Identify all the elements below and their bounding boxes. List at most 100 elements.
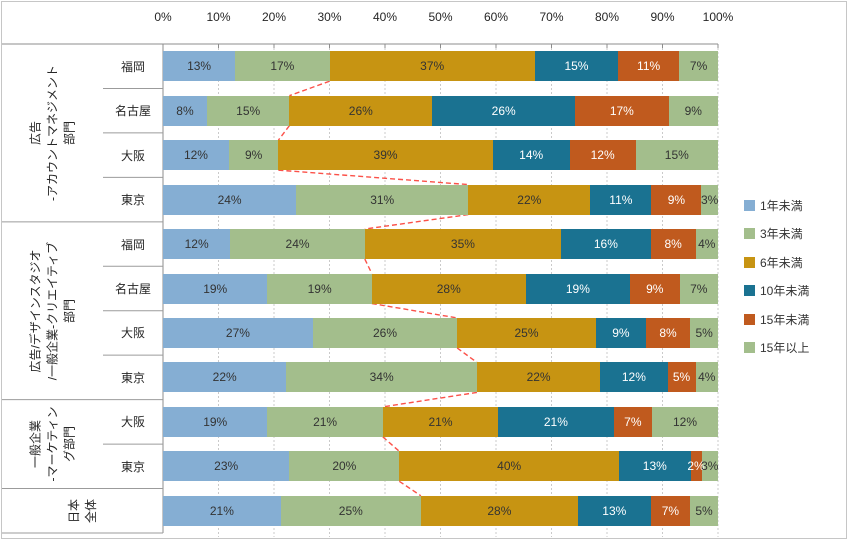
bar-segment: 12% bbox=[163, 140, 229, 171]
chart-outer-border bbox=[1, 1, 847, 539]
bar-segment: 11% bbox=[590, 184, 652, 215]
bar-segment: 9% bbox=[228, 140, 279, 171]
legend-item-label: 1年未満 bbox=[760, 199, 803, 213]
bar-segment: 5% bbox=[690, 317, 718, 348]
segment-value-label: 19% bbox=[307, 281, 332, 296]
legend-item: 15年未満 bbox=[744, 311, 809, 328]
bar-segment: 21% bbox=[498, 406, 614, 437]
bar-segment: 40% bbox=[399, 451, 620, 482]
city-label: 大阪 bbox=[120, 415, 145, 430]
segment-value-label: 4% bbox=[698, 370, 716, 385]
segment-value-label: 2% bbox=[687, 459, 705, 474]
connector-line bbox=[364, 213, 469, 230]
bar-row: 13% 17% 37% 15% 11% 7% bbox=[163, 51, 718, 82]
legend-item-label: 15年以上 bbox=[760, 341, 810, 355]
bar-segment: 12% bbox=[600, 362, 668, 393]
segment-value-label: 23% bbox=[214, 459, 239, 474]
bar-row: 8% 15% 26% 26% 17% 9% bbox=[163, 95, 718, 126]
legend-swatch bbox=[744, 228, 755, 240]
bar-row: 12% 24% 35% 16% 8% 4% bbox=[163, 229, 718, 260]
bar-row: 21% 25% 28% 13% 7% 5% bbox=[163, 495, 719, 526]
bar-segment: 7% bbox=[613, 406, 653, 437]
group-label-cell: 広告 -アカウントマネジメント 部門 bbox=[2, 44, 103, 222]
city-label: 大阪 bbox=[120, 326, 145, 341]
segment-value-label: 21% bbox=[428, 414, 453, 429]
city-label: 大阪 bbox=[120, 148, 145, 163]
bar-segment: 19% bbox=[525, 273, 631, 304]
bar-segment: 22% bbox=[468, 184, 591, 215]
bar-segment: 8% bbox=[650, 229, 696, 260]
group-label: 広告/デザインスタジオ /一般企業-クリエイティブ 部門 bbox=[28, 241, 76, 380]
bar-segment: 31% bbox=[296, 184, 469, 215]
segment-value-label: 24% bbox=[285, 237, 310, 252]
bar-segment: 4% bbox=[695, 229, 718, 260]
segment-value-label: 15% bbox=[236, 103, 261, 118]
segment-value-label: 9% bbox=[244, 148, 263, 163]
bar-row: 19% 21% 21% 21% 7% 12% bbox=[163, 406, 718, 437]
bar-segment: 3% bbox=[701, 184, 718, 215]
bar-segment: 25% bbox=[280, 495, 421, 526]
bar-segment: 11% bbox=[618, 51, 680, 82]
bar-segment: 16% bbox=[561, 229, 651, 260]
legend-item: 1年未満 bbox=[744, 197, 803, 214]
bar-segment: 22% bbox=[163, 362, 287, 393]
legend-item: 6年未満 bbox=[744, 254, 803, 271]
segment-value-label: 9% bbox=[684, 103, 702, 118]
bar-segment: 17% bbox=[235, 51, 330, 82]
segment-value-label: 11% bbox=[609, 192, 633, 207]
bar-segment: 27% bbox=[163, 317, 313, 348]
bar-segment: 9% bbox=[651, 184, 702, 215]
bar-row: 12% 9% 39% 14% 12% 15% bbox=[163, 140, 718, 171]
x-axis-tick-label: 0% bbox=[154, 10, 172, 24]
bar-segment: 13% bbox=[577, 495, 651, 526]
group-label-cell: 一般企業 -マーケティン グ部門 bbox=[2, 400, 103, 489]
connector-line bbox=[398, 480, 422, 497]
legend-item-label: 3年未満 bbox=[760, 227, 803, 242]
city-label: 名古屋 bbox=[114, 281, 151, 296]
x-axis-tick-label: 50% bbox=[428, 10, 453, 24]
legend-item: 3年未満 bbox=[744, 225, 803, 242]
segment-value-label: 17% bbox=[609, 103, 634, 118]
legend-item-label: 10年未満 bbox=[760, 284, 810, 299]
bar-segment: 39% bbox=[278, 140, 493, 171]
segment-value-label: 8% bbox=[659, 325, 677, 340]
connector-line bbox=[277, 125, 290, 141]
city-label: 東京 bbox=[120, 193, 145, 208]
segment-value-label: 8% bbox=[664, 237, 682, 252]
segment-value-label: 9% bbox=[667, 192, 686, 207]
segment-value-label: 21% bbox=[313, 414, 338, 429]
legend-swatch bbox=[744, 256, 755, 268]
bar-segment: 7% bbox=[650, 495, 690, 526]
connector-line bbox=[289, 80, 330, 97]
bar-segment: 15% bbox=[206, 95, 290, 126]
bar-row: 22% 34% 22% 12% 5% 4% bbox=[163, 362, 718, 393]
bar-segment: 13% bbox=[619, 451, 691, 482]
group-label-cell: 日本 全体 bbox=[2, 489, 163, 533]
segment-value-label: 37% bbox=[420, 59, 445, 74]
segment-value-label: 9% bbox=[612, 325, 630, 340]
bar-segment: 12% bbox=[163, 229, 231, 260]
segment-value-label: 5% bbox=[695, 503, 713, 518]
segment-value-label: 7% bbox=[624, 414, 642, 429]
connector-line bbox=[278, 169, 469, 186]
bar-segment: 25% bbox=[457, 317, 596, 348]
connector-line bbox=[371, 302, 458, 319]
x-axis-tick-label: 70% bbox=[539, 10, 564, 24]
segment-value-label: 39% bbox=[373, 148, 398, 163]
bar-segment: 22% bbox=[476, 362, 601, 393]
segment-value-label: 12% bbox=[184, 237, 209, 252]
legend-item-label: 6年未満 bbox=[760, 255, 803, 270]
legend-swatch bbox=[744, 342, 755, 353]
bar-segment: 21% bbox=[382, 406, 499, 437]
bar-segment: 21% bbox=[163, 495, 281, 526]
segment-value-label: 24% bbox=[217, 192, 242, 207]
bar-segment: 7% bbox=[679, 273, 718, 304]
bar-segment: 9% bbox=[668, 95, 718, 126]
x-axis-tick-label: 60% bbox=[483, 10, 509, 24]
bar-segment: 17% bbox=[575, 95, 669, 126]
segment-value-label: 12% bbox=[183, 148, 208, 163]
city-label: 名古屋 bbox=[114, 104, 151, 119]
city-label: 福岡 bbox=[120, 59, 145, 74]
segment-value-label: 14% bbox=[519, 148, 544, 163]
segment-value-label: 12% bbox=[673, 414, 698, 429]
